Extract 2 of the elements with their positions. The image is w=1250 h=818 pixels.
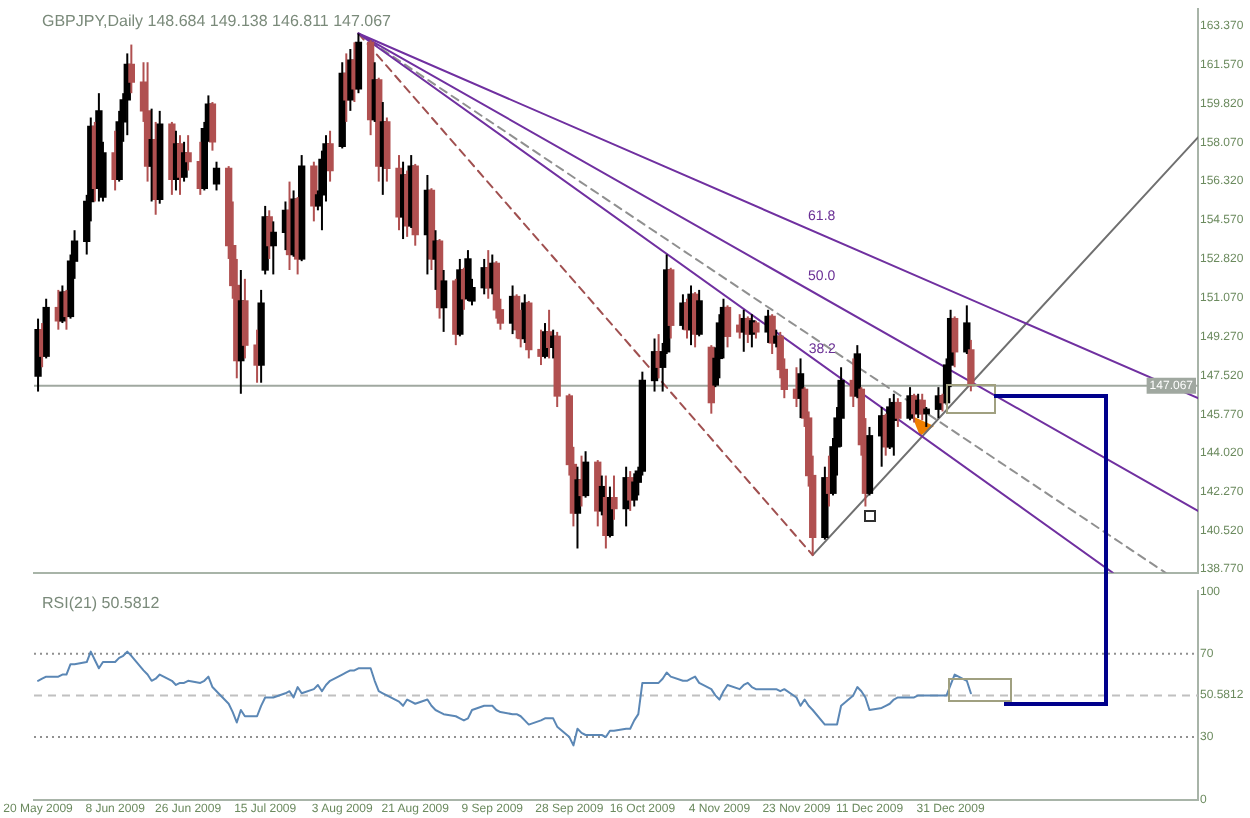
chart-title: GBPJPY,Daily 148.684 149.138 146.811 147.067 xyxy=(42,11,393,30)
chart-title: RSI(21) 50.5812 xyxy=(42,593,161,612)
